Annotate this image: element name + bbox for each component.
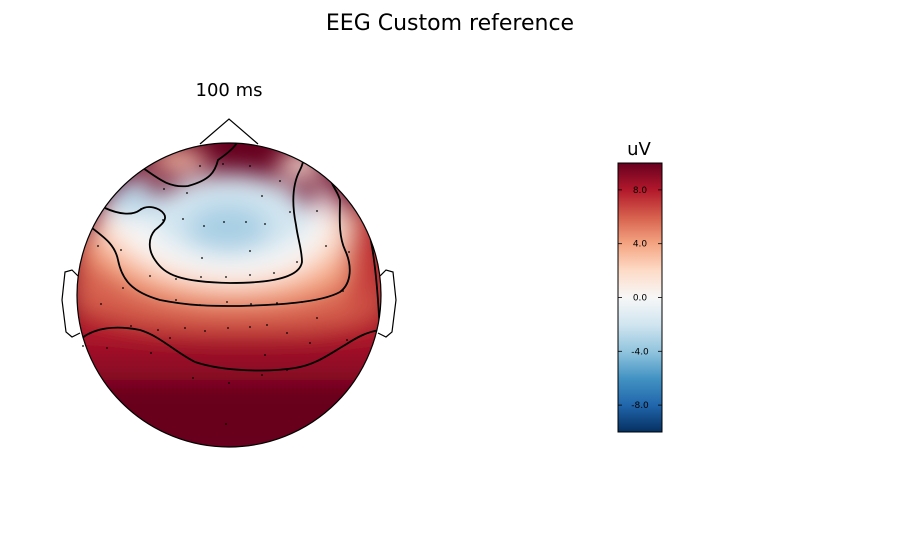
scalp-field xyxy=(77,143,381,447)
left-ear xyxy=(61,269,81,338)
sensor-dot xyxy=(266,324,268,326)
sensor-dot xyxy=(122,287,124,289)
sensor-dot xyxy=(225,423,227,425)
sensor-dot xyxy=(249,326,251,328)
sensor-dot xyxy=(245,221,247,223)
sensor-dot xyxy=(325,245,327,247)
colorbar-ticks: 8.0 4.0 0.0 -4.0 -8.0 xyxy=(618,186,662,411)
sensor-dot xyxy=(106,347,108,349)
figure-title: EEG Custom reference xyxy=(326,11,574,36)
sensor-dot xyxy=(82,345,84,347)
sensor-dot xyxy=(316,317,318,319)
sensor-dot xyxy=(286,332,288,334)
colorbar-tick-label: 8.0 xyxy=(633,186,648,196)
sensor-markers xyxy=(82,163,350,425)
sensor-dot xyxy=(163,188,165,190)
colorbar-tick-label: 4.0 xyxy=(633,240,648,250)
sensor-dot xyxy=(227,327,229,329)
colorbar-unit-label: uV xyxy=(627,139,651,160)
sensor-dot xyxy=(157,329,159,331)
sensor-dot xyxy=(192,377,194,379)
colorbar-tick-label: -8.0 xyxy=(631,401,649,411)
sensor-dot xyxy=(100,303,102,305)
colorbar-tick-label: -4.0 xyxy=(631,347,649,357)
sensor-dot xyxy=(204,330,206,332)
sensor-dot xyxy=(264,223,266,225)
sensor-dot xyxy=(261,374,263,376)
sensor-dot xyxy=(226,301,228,303)
sensor-dot xyxy=(203,225,205,227)
head-nose xyxy=(199,118,259,145)
sensor-dot xyxy=(140,208,142,210)
sensor-dot xyxy=(169,337,171,339)
sensor-dot xyxy=(301,301,303,303)
panel-title: 100 ms xyxy=(196,80,263,101)
sensor-dot xyxy=(199,304,201,306)
topomap xyxy=(61,118,397,448)
sensor-dot xyxy=(186,192,188,194)
sensor-dot xyxy=(225,276,227,278)
sensor-dot xyxy=(273,272,275,274)
sensor-dot xyxy=(249,165,251,167)
sensor-dot xyxy=(222,163,224,165)
sensor-dot xyxy=(182,218,184,220)
sensor-dot xyxy=(150,352,152,354)
sensor-dot xyxy=(149,275,151,277)
sensor-dot xyxy=(175,278,177,280)
sensor-dot xyxy=(286,369,288,371)
sensor-dot xyxy=(289,211,291,213)
sensor-dot xyxy=(120,249,122,251)
colorbar-gradient xyxy=(617,162,663,433)
sensor-dot xyxy=(175,299,177,301)
sensor-dot xyxy=(264,354,266,356)
sensor-dot xyxy=(162,219,164,221)
sensor-dot xyxy=(348,251,350,253)
sensor-dot xyxy=(249,274,251,276)
sensor-dot xyxy=(130,325,132,327)
sensor-dot xyxy=(201,257,203,259)
sensor-dot xyxy=(249,250,251,252)
colorbar-tick-label: 0.0 xyxy=(633,294,648,304)
sensor-dot xyxy=(261,195,263,197)
sensor-dot xyxy=(279,180,281,182)
sensor-dot xyxy=(276,302,278,304)
sensor-dot xyxy=(296,261,298,263)
sensor-dot xyxy=(97,245,99,247)
sensor-dot xyxy=(316,210,318,212)
head-outline xyxy=(76,142,382,448)
sensor-dot xyxy=(309,342,311,344)
sensor-dot xyxy=(342,290,344,292)
sensor-dot xyxy=(184,327,186,329)
colorbar: uV 8.0 4.0 0.0 -4.0 -8.0 xyxy=(617,139,663,433)
sensor-dot xyxy=(250,303,252,305)
sensor-dot xyxy=(200,276,202,278)
sensor-dot xyxy=(199,165,201,167)
sensor-dot xyxy=(228,382,230,384)
sensor-dot xyxy=(346,339,348,341)
sensor-dot xyxy=(223,221,225,223)
right-ear xyxy=(377,269,397,338)
